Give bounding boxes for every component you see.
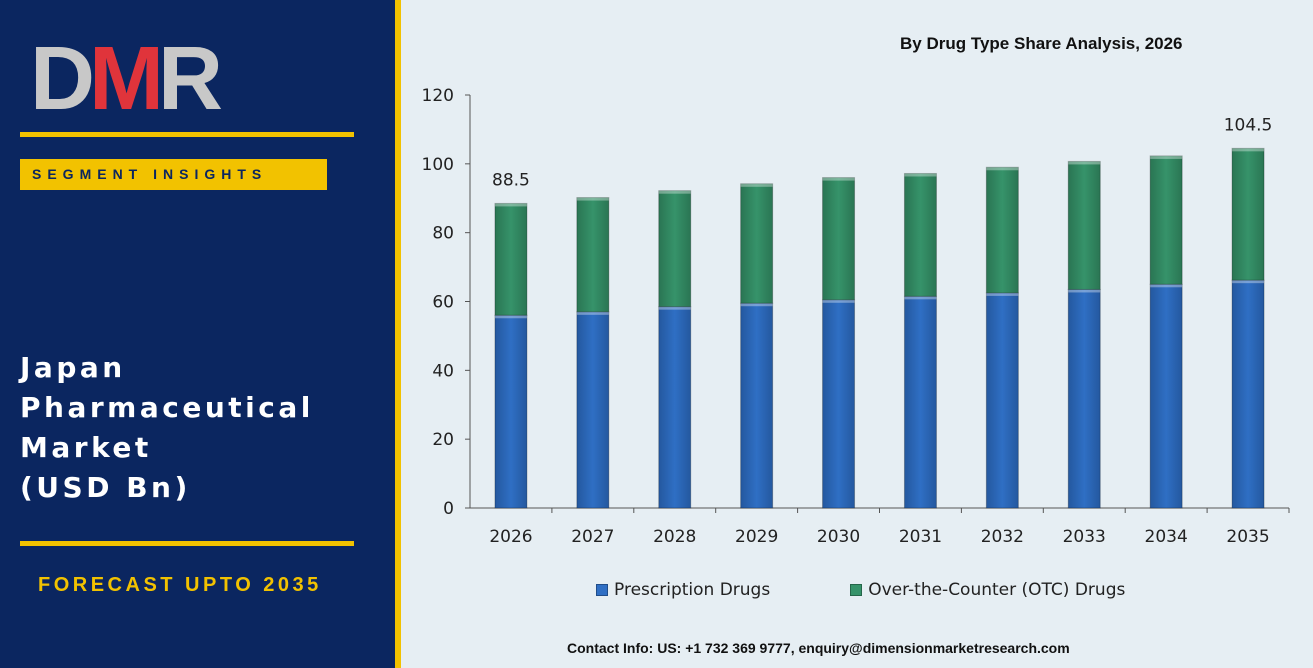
bar-otc [1149,155,1183,285]
bar-otc-highlight [658,190,691,194]
y-tick-label: 80 [432,224,454,244]
panel-divider [395,0,401,668]
bar-otc-highlight [1232,148,1265,152]
data-label: 88.5 [492,170,530,190]
market-title: Japan Pharmaceutical Market (USD Bn) [20,348,360,508]
bar-prescription [985,292,1019,509]
y-tick-label: 100 [422,155,454,175]
x-tick-label: 2029 [735,527,778,547]
bar-prescription [494,314,528,509]
bar-otc-highlight [1150,155,1183,159]
bar-prescription-highlight [1068,289,1101,293]
legend-item-otc: Over-the-Counter (OTC) Drugs [850,580,1125,600]
bar-otc [985,166,1019,294]
bar-otc [576,197,610,313]
bar-prescription [740,302,774,509]
bar-otc [1067,160,1101,290]
market-title-line: Pharmaceutical [20,391,314,424]
y-tick-label: 120 [422,86,454,106]
x-tick-label: 2026 [489,527,532,547]
bar-prescription [576,311,610,509]
x-tick-label: 2027 [571,527,614,547]
y-tick-label: 20 [432,430,454,450]
bar-otc-highlight [822,177,855,181]
market-title-line: Japan [20,351,126,384]
y-tick-label: 60 [432,293,454,313]
bar-otc-highlight [740,183,773,187]
x-tick-label: 2030 [817,527,860,547]
bar-prescription [822,299,856,509]
legend-item-prescription: Prescription Drugs [596,580,770,600]
bar-otc-highlight [986,167,1019,171]
bar-otc [822,177,856,301]
sidebar-panel: DMR SEGMENT INSIGHTS Japan Pharmaceutica… [0,0,395,668]
x-tick-label: 2033 [1063,527,1106,547]
bar-prescription [1067,288,1101,509]
bar-otc-highlight [1068,161,1101,165]
forecast-label: FORECAST UPTO 2035 [38,574,322,596]
y-tick-label: 40 [432,361,454,381]
x-tick-label: 2032 [981,527,1024,547]
data-label: 104.5 [1224,115,1273,135]
y-tick-label: 0 [443,499,454,519]
market-title-line: (USD Bn) [20,471,191,504]
x-tick-label: 2028 [653,527,696,547]
legend-label: Prescription Drugs [614,580,771,600]
bar-prescription [903,295,937,509]
bar-otc [740,183,774,304]
bar-prescription-highlight [740,303,773,307]
bar-otc [903,172,937,297]
brand-logo: DMR [30,34,230,124]
bar-prescription-highlight [494,315,527,319]
legend-label: Over-the-Counter (OTC) Drugs [868,580,1126,600]
stacked-bar-chart: 0 20 40 60 80 100 120 2026 2027 2028 2029 2030 2031 2… [422,86,1290,547]
contact-info: Contact Info: US: +1 732 369 9777, enqui… [567,640,1070,656]
bar-prescription-highlight [1150,284,1183,288]
bar-prescription-highlight [576,311,609,315]
bar-prescription-highlight [904,296,937,300]
bar-prescription-highlight [986,292,1019,296]
gold-divider-top [20,132,354,137]
bar-otc-highlight [494,203,527,207]
bar-prescription [1231,279,1265,509]
bar-otc [494,202,528,316]
segment-insights-badge: SEGMENT INSIGHTS [20,159,327,190]
bar-otc-highlight [904,173,937,177]
x-tick-label: 2034 [1145,527,1188,547]
bar-prescription [1149,283,1183,509]
bar-prescription-highlight [822,299,855,303]
bar-prescription-highlight [658,306,691,310]
legend-swatch-prescription [596,584,608,596]
bar-prescription [658,306,692,509]
bar-otc-highlight [576,197,609,201]
bar-prescription-highlight [1232,280,1265,284]
chart-title: By Drug Type Share Analysis, 2026 [900,34,1183,53]
chart-legend: Prescription Drugs Over-the-Counter (OTC… [596,580,1205,600]
bar-otc [1231,147,1265,281]
x-tick-label: 2031 [899,527,942,547]
legend-swatch-otc [850,584,863,596]
market-title-line: Market [20,431,152,464]
logo-letter-d: D [30,29,95,129]
bar-otc [658,190,692,308]
gold-divider-bottom [20,541,354,546]
x-tick-label: 2035 [1226,527,1269,547]
logo-letter-r: R [157,29,223,129]
logo-letter-m: M [89,29,164,129]
